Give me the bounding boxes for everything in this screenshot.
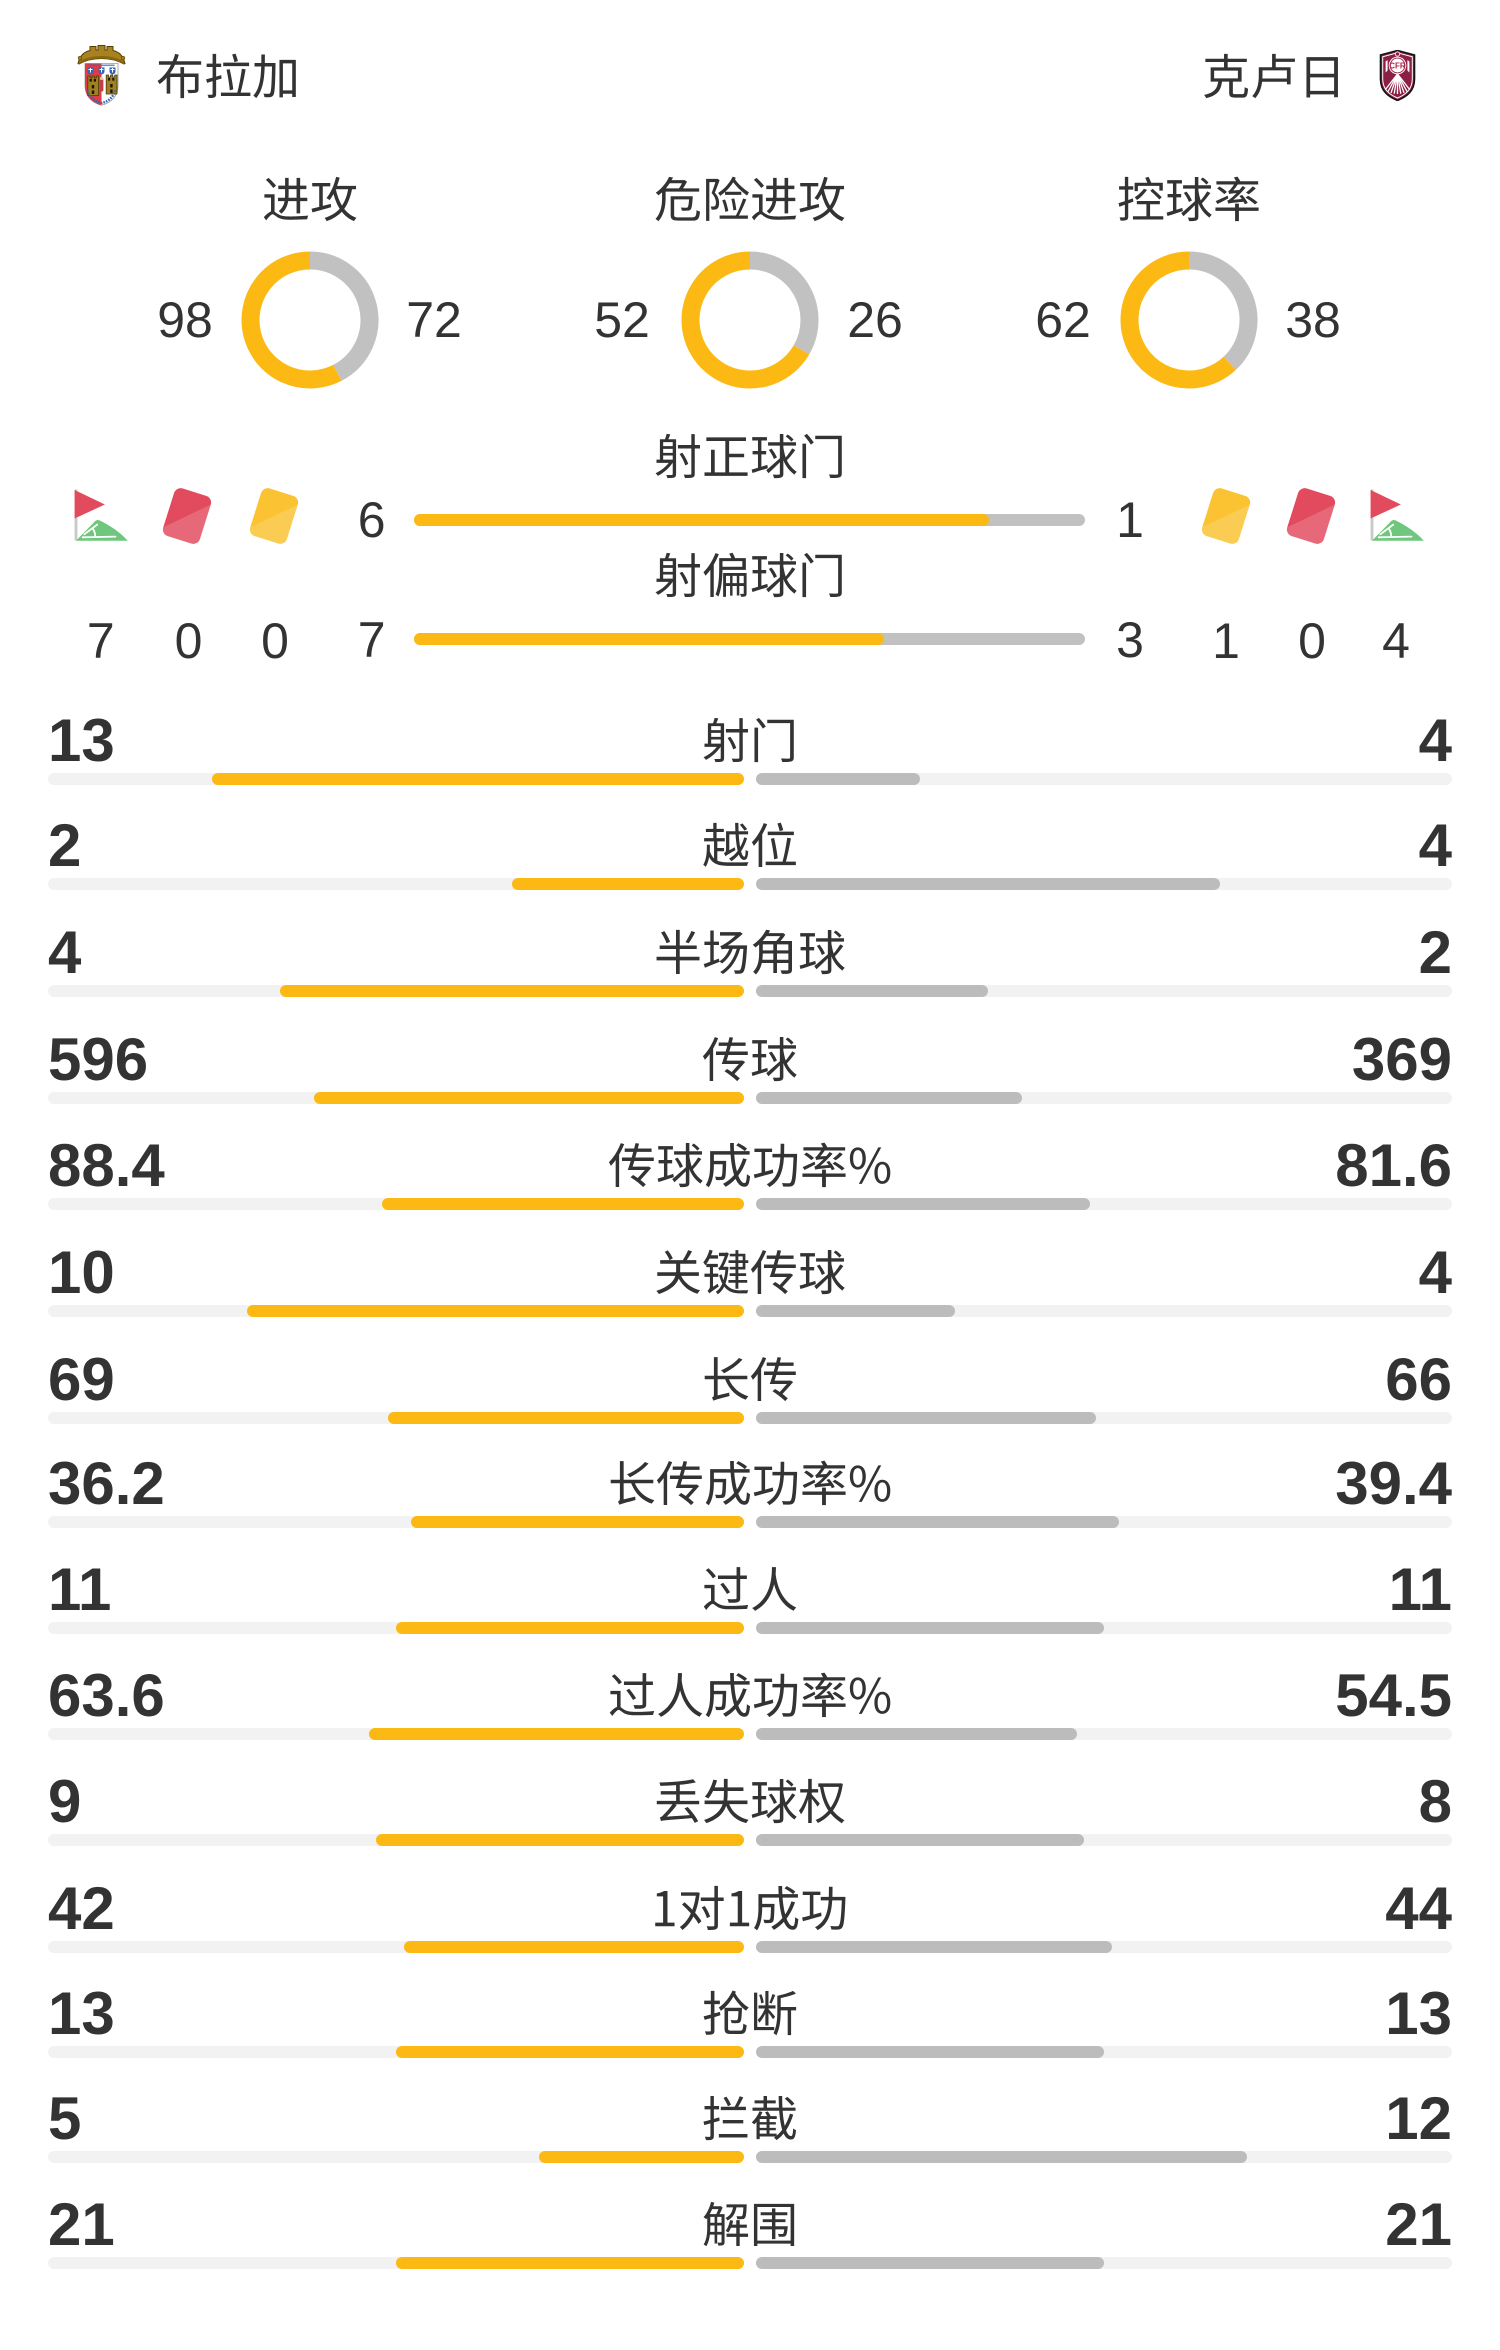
svg-text:CFR: CFR (1389, 62, 1406, 71)
